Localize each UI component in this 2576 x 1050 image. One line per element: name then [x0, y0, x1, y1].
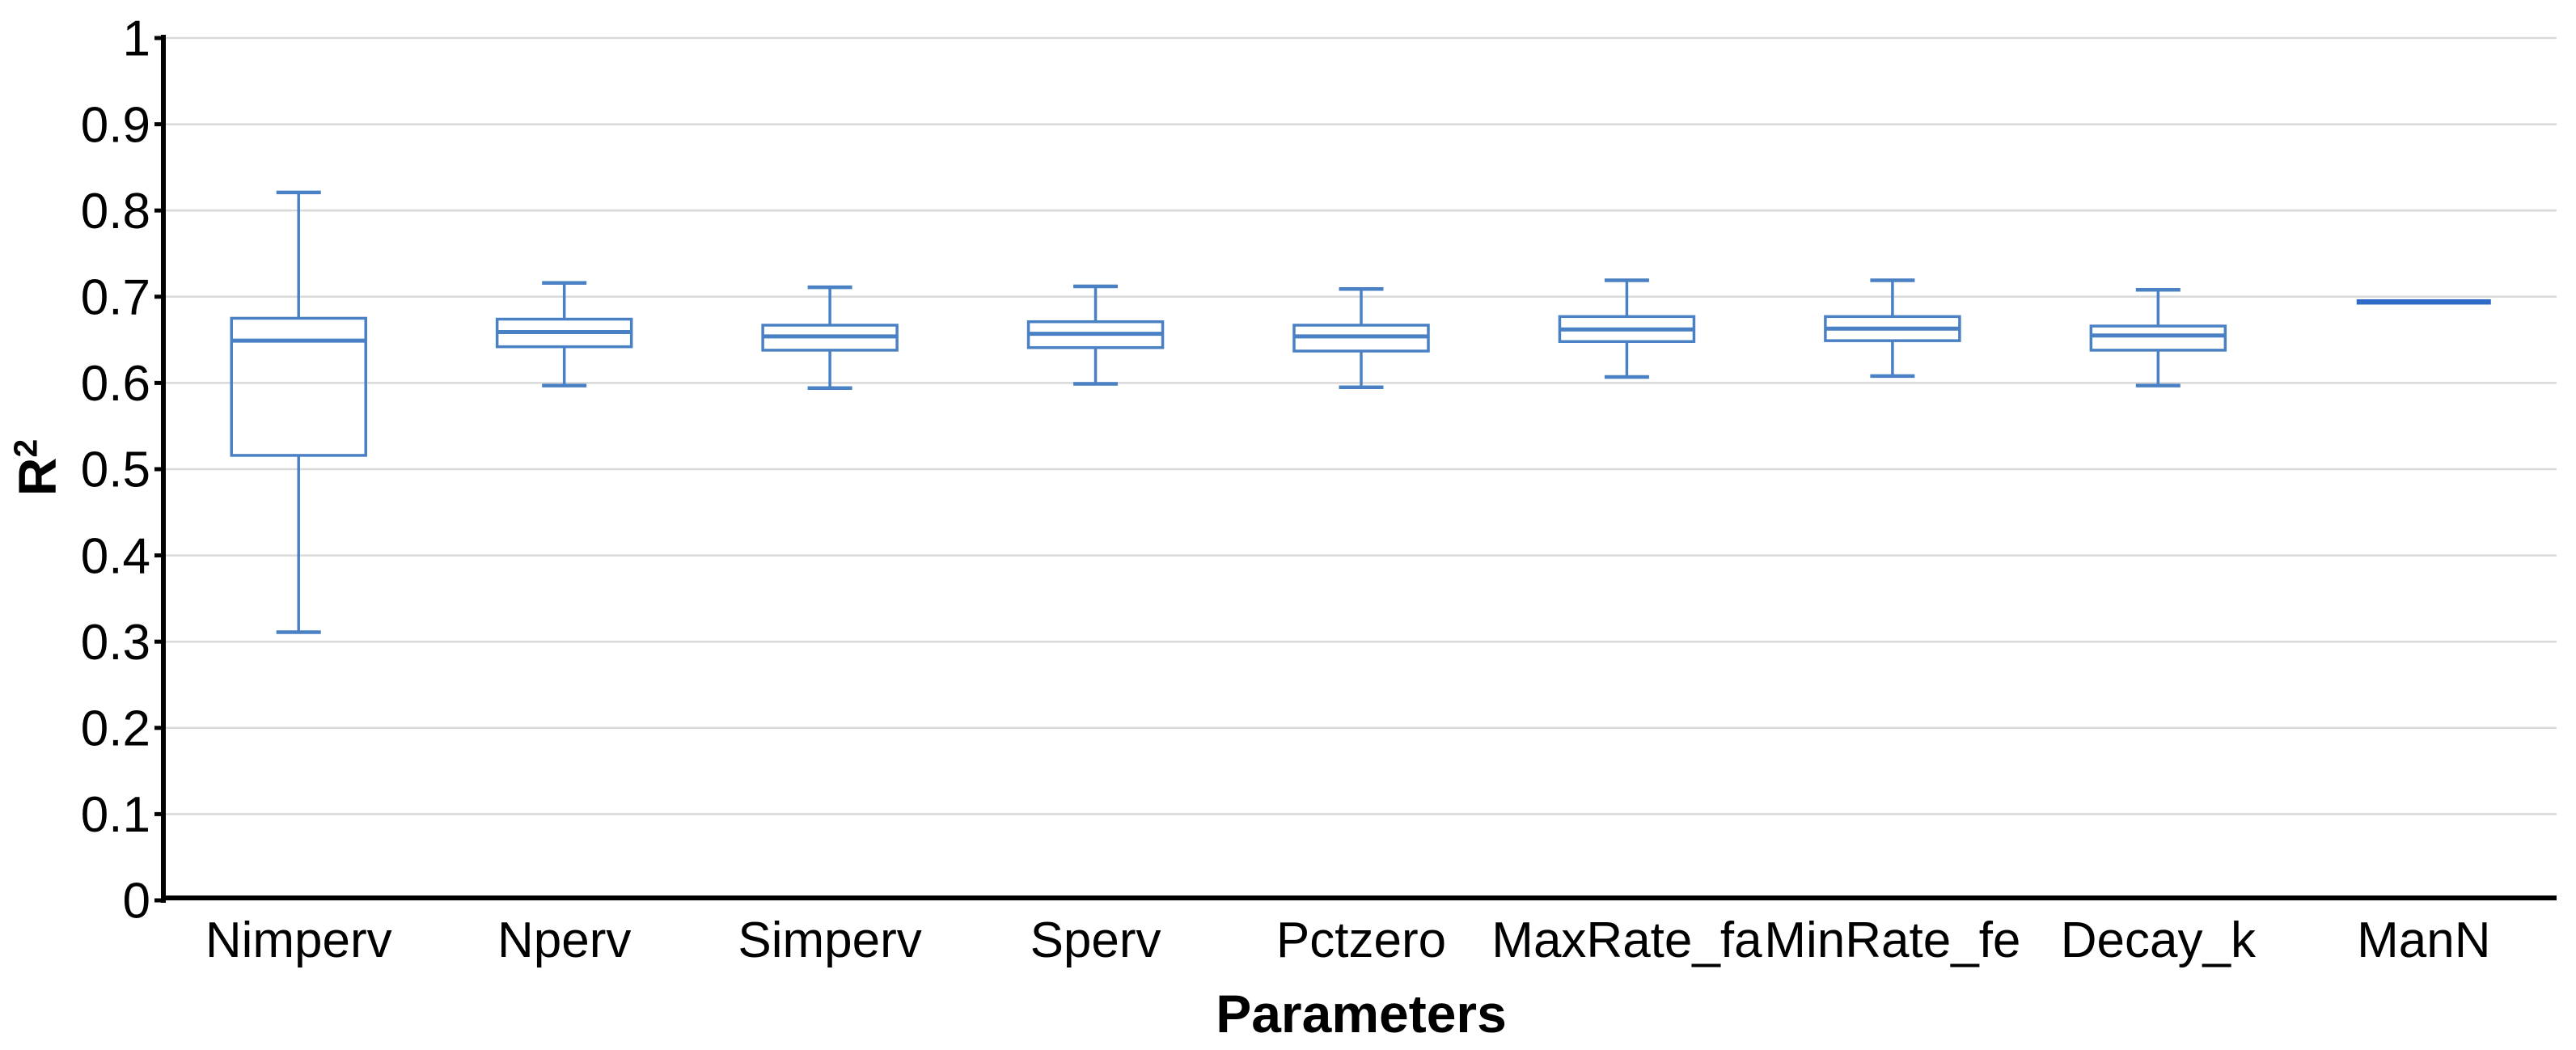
boxplot-Simperv: [761, 285, 899, 391]
y-tick-label: 0.1: [81, 787, 150, 843]
boxplot-Nimperv: [230, 190, 367, 634]
y-tick-label: 0.8: [81, 184, 150, 239]
box-rect: [230, 316, 367, 457]
boxplot-Pctzero: [1292, 286, 1430, 389]
x-category-label: ManN: [2357, 912, 2490, 968]
boxplot-Decay_k: [2089, 288, 2227, 387]
box-rect: [2089, 324, 2227, 352]
y-tick-label: 0: [123, 874, 150, 929]
y-tick-label: 1: [123, 11, 150, 67]
boxplot-Nperv: [495, 281, 633, 387]
y-axis-title-superscript: 2: [6, 438, 44, 458]
boxplot-MinRate_fe: [1824, 278, 1961, 379]
y-axis-title-base: R: [6, 457, 67, 497]
y-axis-title: R2: [6, 438, 67, 497]
y-tick-label: 0.5: [81, 442, 150, 498]
boxplot-MaxRate_fa: [1558, 278, 1696, 379]
x-category-label: Decay_k: [2061, 912, 2257, 968]
y-tick-label: 0.4: [81, 528, 150, 584]
y-tick-label: 0.9: [81, 97, 150, 153]
boxplot-Sperv: [1026, 284, 1165, 386]
y-tick-label: 0.3: [81, 615, 150, 671]
y-tick-label: 0.2: [81, 701, 150, 757]
y-tick-label: 0.6: [81, 356, 150, 412]
x-category-label: Nperv: [497, 912, 631, 968]
x-category-label: Pctzero: [1276, 912, 1446, 968]
x-category-label: Sperv: [1030, 912, 1161, 968]
x-category-label: Nimperv: [205, 912, 392, 968]
x-category-label: MaxRate_fa: [1491, 912, 1762, 968]
y-tick-label: 0.7: [81, 270, 150, 326]
x-axis-title: Parameters: [1216, 984, 1507, 1044]
x-category-label: Simperv: [738, 912, 921, 968]
x-category-label: MinRate_fe: [1764, 912, 2020, 968]
